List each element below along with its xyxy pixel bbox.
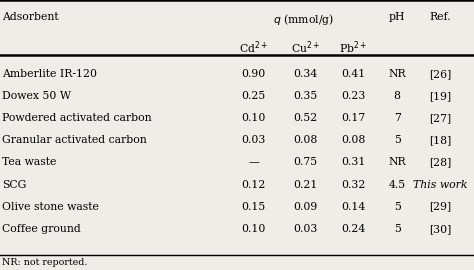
Text: pH: pH xyxy=(389,12,405,22)
Text: 0.12: 0.12 xyxy=(241,180,266,190)
Text: NR: NR xyxy=(388,69,406,79)
Text: 7: 7 xyxy=(394,113,401,123)
Text: 0.08: 0.08 xyxy=(293,135,318,145)
Text: [19]: [19] xyxy=(429,91,451,101)
Text: 5: 5 xyxy=(394,202,401,212)
Text: 8: 8 xyxy=(394,91,401,101)
Text: 4.5: 4.5 xyxy=(389,180,406,190)
Text: Ref.: Ref. xyxy=(429,12,451,22)
Text: 0.31: 0.31 xyxy=(341,157,365,167)
Text: 5: 5 xyxy=(394,135,401,145)
Text: —: — xyxy=(248,157,259,167)
Text: 0.10: 0.10 xyxy=(241,113,266,123)
Text: SCG: SCG xyxy=(2,180,27,190)
Text: [18]: [18] xyxy=(429,135,451,145)
Text: 0.03: 0.03 xyxy=(241,135,266,145)
Text: 0.23: 0.23 xyxy=(341,91,365,101)
Text: Cu$^{2+}$: Cu$^{2+}$ xyxy=(291,39,320,56)
Text: 0.35: 0.35 xyxy=(293,91,318,101)
Text: This work: This work xyxy=(413,180,467,190)
Text: 0.03: 0.03 xyxy=(293,224,318,234)
Text: 0.75: 0.75 xyxy=(294,157,318,167)
Text: 0.41: 0.41 xyxy=(341,69,365,79)
Text: Powdered activated carbon: Powdered activated carbon xyxy=(2,113,152,123)
Text: 0.24: 0.24 xyxy=(341,224,365,234)
Text: Amberlite IR-120: Amberlite IR-120 xyxy=(2,69,97,79)
Text: [29]: [29] xyxy=(429,202,451,212)
Text: 0.34: 0.34 xyxy=(293,69,318,79)
Text: 0.10: 0.10 xyxy=(241,224,266,234)
Text: 0.90: 0.90 xyxy=(241,69,266,79)
Text: Tea waste: Tea waste xyxy=(2,157,57,167)
Text: 0.25: 0.25 xyxy=(241,91,266,101)
Text: Coffee ground: Coffee ground xyxy=(2,224,81,234)
Text: [27]: [27] xyxy=(429,113,451,123)
Text: 0.09: 0.09 xyxy=(293,202,318,212)
Text: Pb$^{2+}$: Pb$^{2+}$ xyxy=(339,39,367,56)
Text: 0.17: 0.17 xyxy=(341,113,365,123)
Text: 5: 5 xyxy=(394,224,401,234)
Text: 0.52: 0.52 xyxy=(293,113,318,123)
Text: NR: NR xyxy=(388,157,406,167)
Text: 0.08: 0.08 xyxy=(341,135,365,145)
Text: [26]: [26] xyxy=(429,69,451,79)
Text: Granular activated carbon: Granular activated carbon xyxy=(2,135,147,145)
Text: $q$ (mmol/g): $q$ (mmol/g) xyxy=(273,12,334,27)
Text: NR: not reported.: NR: not reported. xyxy=(2,258,88,267)
Text: [28]: [28] xyxy=(429,157,451,167)
Text: Adsorbent: Adsorbent xyxy=(2,12,59,22)
Text: 0.32: 0.32 xyxy=(341,180,365,190)
Text: Olive stone waste: Olive stone waste xyxy=(2,202,99,212)
Text: 0.15: 0.15 xyxy=(241,202,266,212)
Text: Cd$^{2+}$: Cd$^{2+}$ xyxy=(239,39,268,56)
Text: [30]: [30] xyxy=(429,224,451,234)
Text: 0.21: 0.21 xyxy=(293,180,318,190)
Text: Dowex 50 W: Dowex 50 W xyxy=(2,91,72,101)
Text: 0.14: 0.14 xyxy=(341,202,365,212)
